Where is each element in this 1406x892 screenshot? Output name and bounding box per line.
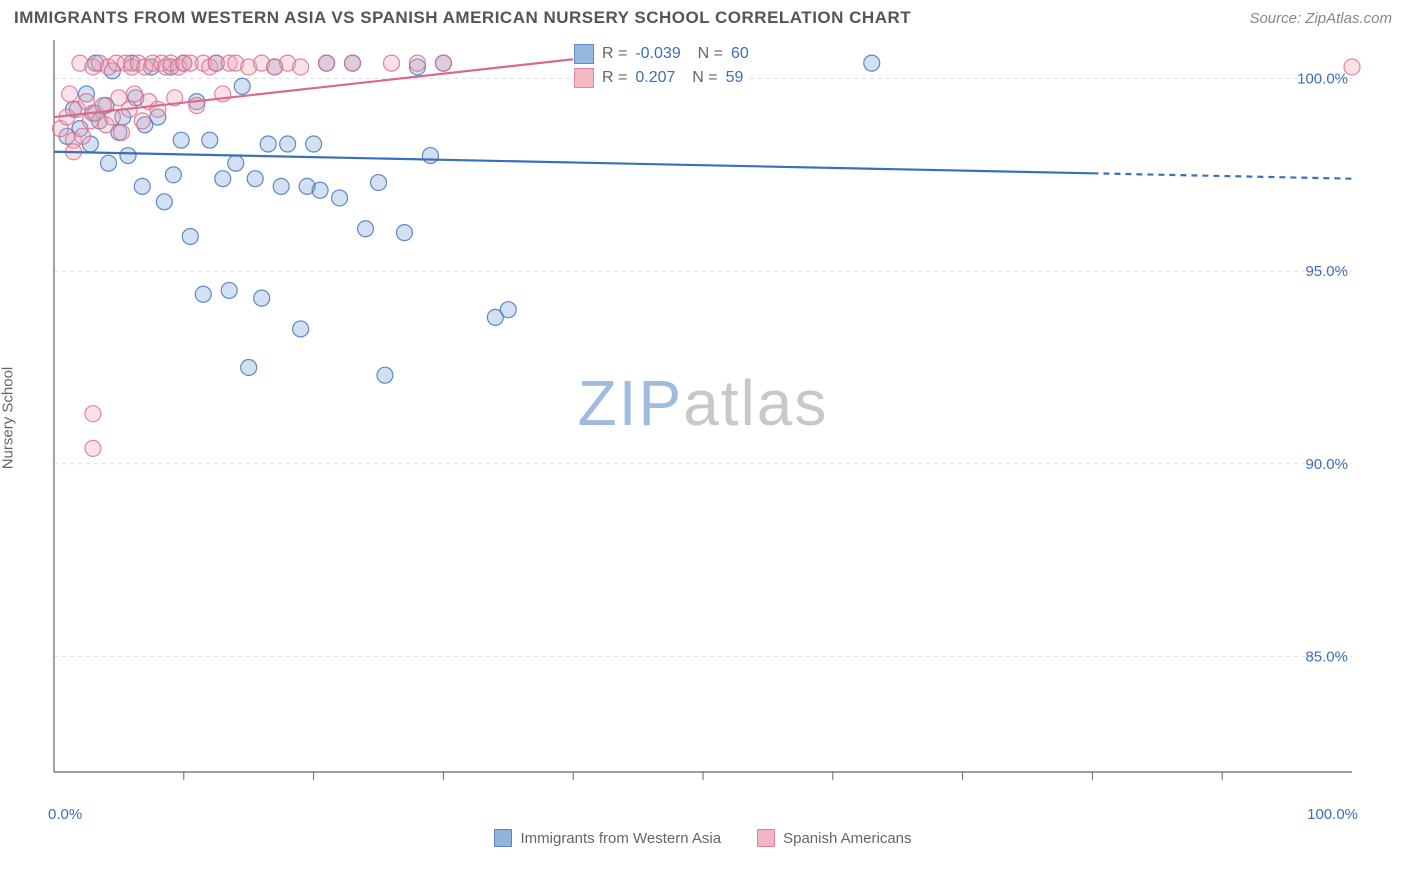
svg-text:85.0%: 85.0%: [1305, 648, 1348, 665]
x-axis-left-label: 0.0%: [48, 806, 82, 823]
stat-r-label: R =: [602, 69, 627, 87]
stat-row: R = 0.207 N = 59: [574, 66, 749, 90]
legend: Immigrants from Western Asia Spanish Amer…: [0, 823, 1406, 847]
legend-swatch: [757, 829, 775, 847]
legend-swatch: [574, 44, 594, 64]
svg-text:95.0%: 95.0%: [1305, 263, 1348, 280]
scatter-plot: 85.0% 90.0% 95.0% 100.0%: [14, 32, 1392, 804]
stat-r-label: R =: [602, 45, 627, 63]
legend-label: Spanish Americans: [783, 830, 911, 847]
legend-swatch: [494, 829, 512, 847]
stat-n-value: 59: [726, 69, 744, 87]
stat-r-value: 0.207: [635, 69, 675, 87]
chart-title: IMMIGRANTS FROM WESTERN ASIA VS SPANISH …: [14, 8, 911, 28]
x-axis-end-labels: 0.0% 100.0%: [0, 804, 1406, 823]
legend-item: Spanish Americans: [757, 829, 911, 847]
stat-n-label: N =: [683, 69, 717, 87]
chart-container: Nursery School 85.0%90.0%95.0%100.0% ZIP…: [14, 32, 1392, 804]
stat-n-label: N =: [689, 45, 723, 63]
correlation-stats-box: R = -0.039 N = 60R = 0.207 N = 59: [574, 42, 749, 90]
stat-n-value: 60: [731, 45, 749, 63]
y-axis-label: Nursery School: [0, 367, 17, 470]
legend-label: Immigrants from Western Asia: [520, 830, 721, 847]
header: IMMIGRANTS FROM WESTERN ASIA VS SPANISH …: [0, 0, 1406, 32]
legend-swatch: [574, 68, 594, 88]
x-axis-right-label: 100.0%: [1307, 806, 1358, 823]
stat-r-value: -0.039: [635, 45, 680, 63]
legend-item: Immigrants from Western Asia: [494, 829, 721, 847]
source-label: Source: ZipAtlas.com: [1249, 10, 1392, 27]
svg-text:100.0%: 100.0%: [1297, 71, 1348, 88]
svg-text:90.0%: 90.0%: [1305, 456, 1348, 473]
stat-row: R = -0.039 N = 60: [574, 42, 749, 66]
